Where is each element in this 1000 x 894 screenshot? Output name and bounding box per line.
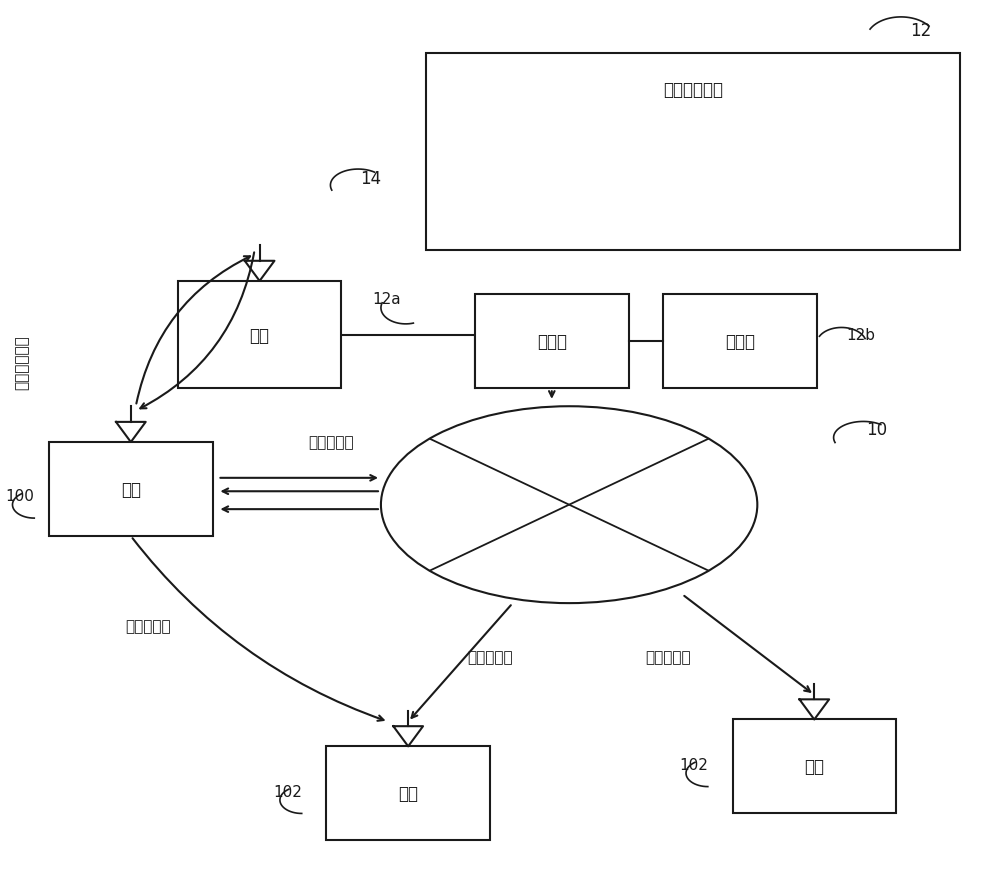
Text: 信标: 信标 bbox=[250, 326, 270, 344]
Text: 通信部: 通信部 bbox=[537, 333, 567, 351]
Text: 100: 100 bbox=[5, 489, 34, 503]
Bar bbox=[49, 443, 213, 536]
Text: 车辆: 车辆 bbox=[121, 480, 141, 499]
Text: 控制部: 控制部 bbox=[725, 333, 755, 351]
Bar bbox=[326, 746, 490, 840]
Text: 12: 12 bbox=[910, 22, 931, 40]
Text: 车辆: 车辆 bbox=[398, 784, 418, 803]
Text: 12a: 12a bbox=[372, 292, 401, 307]
Bar bbox=[663, 295, 817, 389]
Text: 102: 102 bbox=[273, 784, 302, 798]
Text: 服务器计算机: 服务器计算机 bbox=[663, 80, 723, 98]
Bar bbox=[178, 282, 341, 389]
Text: 服务器通信: 服务器通信 bbox=[645, 650, 691, 664]
Text: 车辆: 车辆 bbox=[804, 757, 824, 776]
Text: 车辆间通信: 车辆间通信 bbox=[125, 619, 171, 633]
Bar bbox=[733, 720, 896, 814]
Text: 12b: 12b bbox=[846, 328, 875, 342]
Text: 102: 102 bbox=[679, 757, 708, 772]
Text: 基础设施通信: 基础设施通信 bbox=[14, 334, 29, 390]
Text: 14: 14 bbox=[360, 170, 382, 188]
Bar bbox=[426, 54, 960, 250]
Text: 10: 10 bbox=[866, 420, 887, 438]
Text: 服务器通信: 服务器通信 bbox=[467, 650, 513, 664]
Text: 服务器通信: 服务器通信 bbox=[309, 435, 354, 450]
Bar bbox=[475, 295, 629, 389]
Ellipse shape bbox=[381, 407, 757, 603]
